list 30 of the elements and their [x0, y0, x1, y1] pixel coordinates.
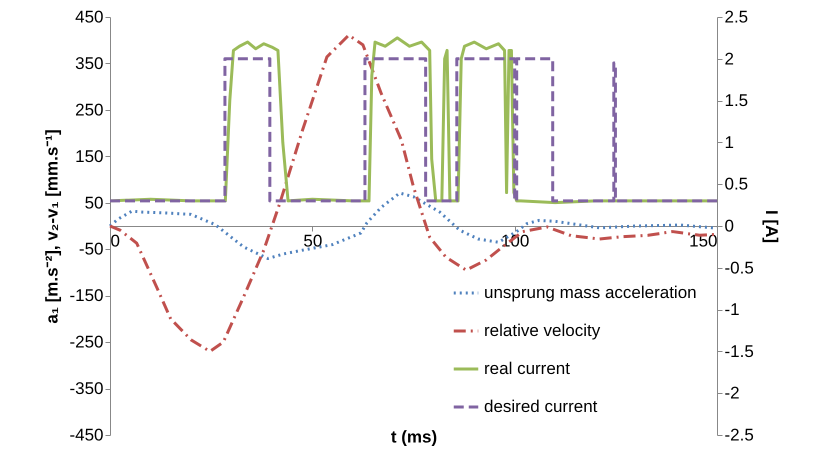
- y2-tick-label: 0: [724, 216, 734, 236]
- legend-label: real current: [484, 359, 570, 378]
- y-tick-label: 350: [75, 54, 104, 73]
- y2-tick-label: -2.5: [724, 426, 754, 444]
- y2-axis-title: I [A]: [762, 210, 781, 244]
- legend-label: desired current: [484, 397, 598, 416]
- y2-tick-label: -1.5: [724, 342, 754, 361]
- y-tick-label: -450: [69, 426, 104, 444]
- y2-tick-label: 1.5: [724, 91, 748, 110]
- y-tick-label: 450: [75, 8, 104, 26]
- y2-tick-label: 1: [724, 132, 734, 152]
- legend-label: unsprung mass acceleration: [484, 283, 697, 302]
- y-axis-title: a₁ [m.s⁻²], v₂-v₁ [mm.s⁻¹]: [42, 129, 62, 324]
- y2-tick-label: -0.5: [724, 258, 754, 278]
- y-tick-label: -150: [69, 286, 104, 306]
- y2-tick-label: 0.5: [724, 174, 748, 194]
- y2-tick-label: -1: [724, 300, 740, 320]
- y-tick-label: 150: [75, 146, 104, 166]
- y2-tick-label: 2: [724, 49, 734, 68]
- y-tick-label: 250: [75, 100, 104, 120]
- x-tick-label: 50: [303, 232, 322, 250]
- legend-label: relative velocity: [484, 321, 601, 340]
- y-tick-label: -250: [69, 332, 104, 352]
- x-tick-label: 0: [110, 232, 120, 250]
- y2-tick-label: 2.5: [724, 8, 748, 26]
- x-axis-title: t (ms): [390, 428, 438, 446]
- y2-tick-label: -2: [724, 384, 740, 403]
- y-tick-label: -50: [78, 240, 104, 259]
- y-tick-label: 50: [84, 193, 104, 212]
- y-tick-label: -350: [69, 379, 104, 398]
